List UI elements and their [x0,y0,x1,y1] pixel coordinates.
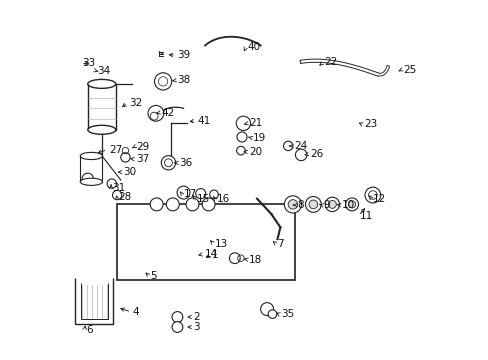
Text: 39: 39 [177,50,190,60]
Circle shape [267,310,276,319]
Circle shape [308,200,317,209]
Text: 11: 11 [359,211,372,221]
Circle shape [328,201,336,208]
Text: 24: 24 [293,141,306,151]
Text: 7: 7 [277,239,284,249]
Circle shape [284,196,301,213]
Circle shape [112,190,122,200]
Circle shape [229,253,240,264]
Text: 4: 4 [132,307,139,317]
Text: 36: 36 [179,158,192,168]
Text: 38: 38 [177,75,190,85]
Circle shape [82,173,93,185]
Text: 41: 41 [197,116,210,126]
Text: 31: 31 [112,183,125,193]
Circle shape [283,141,292,150]
Text: 19: 19 [252,133,265,143]
Text: 6: 6 [86,325,92,335]
Text: 27: 27 [109,144,122,154]
Circle shape [345,198,358,211]
Circle shape [364,187,380,203]
Circle shape [166,198,179,211]
Text: 17: 17 [183,189,196,199]
Text: 10: 10 [341,200,354,210]
Ellipse shape [80,152,102,159]
Text: 14: 14 [204,249,217,259]
Text: 25: 25 [403,64,416,75]
Text: 18: 18 [249,255,262,265]
Text: 8: 8 [297,200,304,210]
Circle shape [150,198,163,211]
Text: 28: 28 [118,192,131,202]
Circle shape [172,321,183,332]
Circle shape [121,153,130,162]
Text: 26: 26 [309,149,323,159]
Text: 35: 35 [281,310,294,319]
Circle shape [172,312,183,322]
Circle shape [177,186,190,199]
Circle shape [209,190,218,199]
Ellipse shape [80,178,102,185]
Ellipse shape [88,80,116,88]
Ellipse shape [88,125,116,134]
Text: 30: 30 [123,167,137,177]
Text: 33: 33 [82,58,96,68]
Text: 15: 15 [197,194,210,204]
Text: 13: 13 [215,239,228,249]
Text: 32: 32 [129,98,142,108]
Text: 1: 1 [211,250,218,260]
Circle shape [185,198,199,211]
Text: 23: 23 [363,120,376,129]
Circle shape [195,189,205,199]
Circle shape [154,73,171,90]
Text: 3: 3 [193,322,200,332]
Circle shape [161,156,175,170]
Circle shape [287,200,297,209]
Circle shape [148,105,163,121]
Circle shape [237,132,246,142]
Circle shape [295,149,306,161]
Circle shape [348,201,355,208]
Circle shape [236,146,244,155]
Bar [88,84,116,130]
Text: 5: 5 [150,271,157,281]
Text: 21: 21 [249,118,262,128]
Text: 9: 9 [323,200,329,210]
Text: 42: 42 [161,108,174,118]
Circle shape [305,197,321,212]
Text: 16: 16 [216,194,229,204]
Text: 29: 29 [136,141,149,152]
Circle shape [236,116,250,131]
Circle shape [107,179,116,188]
Circle shape [325,197,339,212]
Bar [117,204,294,280]
Circle shape [202,198,215,211]
Text: 12: 12 [372,194,386,204]
Text: 37: 37 [136,154,149,164]
Circle shape [260,303,273,316]
Text: 20: 20 [249,147,262,157]
Text: 34: 34 [97,66,110,76]
Text: 2: 2 [193,312,200,322]
Bar [80,156,102,182]
Text: 40: 40 [247,42,260,52]
Text: 22: 22 [324,57,337,67]
